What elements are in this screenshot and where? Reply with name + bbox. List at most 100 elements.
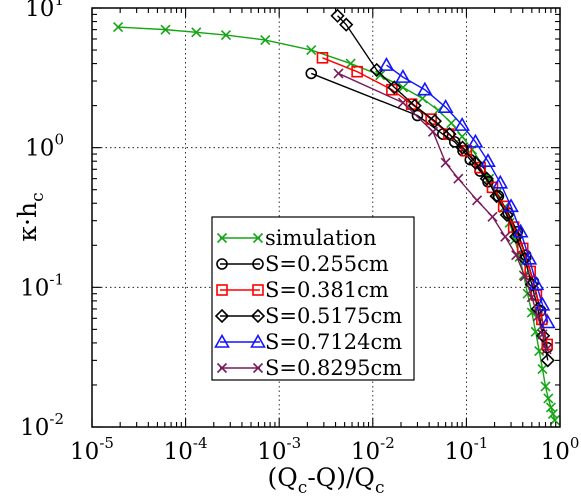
data-point: [535, 328, 551, 343]
legend-item: S=0.5175cm: [214, 304, 402, 328]
data-point: [519, 271, 530, 282]
legend-item: simulation: [216, 226, 377, 250]
data-point: [375, 70, 386, 81]
data-point: [378, 56, 395, 71]
data-point: [511, 250, 522, 261]
data-point: [387, 80, 402, 95]
legend-marker: [252, 284, 264, 296]
x-tick-label: 100: [541, 434, 580, 465]
x-tick-label: 10-1: [444, 434, 488, 465]
legend-item: S=0.8295cm: [216, 356, 402, 380]
data-point: [437, 99, 454, 113]
legend-label: S=0.255cm: [265, 252, 389, 276]
data-point: [467, 133, 484, 148]
legend-marker: [216, 258, 228, 270]
y-axis-title: κ·hc: [13, 192, 48, 241]
data-point: [479, 171, 494, 186]
data-point: [487, 211, 498, 222]
x-axis-title: (Qc-Q)/Qc: [268, 463, 385, 498]
data-point: [521, 250, 538, 265]
data-point: [442, 127, 457, 142]
data-point: [492, 174, 509, 189]
legend-item: S=0.255cm: [216, 252, 389, 276]
legend-marker: [214, 333, 230, 348]
data-point: [397, 82, 409, 93]
data-point: [440, 157, 451, 168]
data-point: [489, 188, 504, 204]
data-point: [411, 109, 424, 122]
legend-label: S=0.7124cm: [265, 330, 402, 354]
legend-marker: [252, 258, 264, 270]
x-tick-label: 10-3: [257, 434, 301, 465]
data-point: [395, 68, 411, 83]
legend-marker: [216, 362, 228, 374]
data-point: [480, 153, 496, 168]
data-point: [547, 408, 558, 420]
data-point: [549, 415, 560, 426]
x-tick-label: 10-2: [351, 434, 395, 465]
legend-label: S=0.381cm: [265, 278, 389, 302]
x-tick-label: 10-4: [164, 434, 208, 465]
x-tick-label: 10-5: [70, 434, 114, 465]
data-point: [526, 292, 537, 303]
data-point: [448, 136, 461, 148]
y-tick-label: 100: [25, 131, 64, 162]
data-point: [455, 140, 470, 155]
legend-marker: [216, 232, 228, 244]
data-point: [333, 68, 344, 79]
data-point: [416, 81, 433, 96]
legend-box: [211, 216, 415, 381]
data-point: [351, 65, 363, 78]
data-point: [397, 97, 409, 108]
data-point: [509, 229, 524, 244]
y-tick-label: 10-2: [20, 410, 64, 441]
plot-frame: [91, 7, 561, 428]
legend-marker: [214, 308, 230, 324]
data-point: [316, 51, 329, 64]
data-point: [541, 344, 552, 355]
data-point: [471, 195, 483, 206]
data-point: [305, 67, 318, 80]
series-line: [338, 72, 548, 350]
data-point: [427, 113, 442, 129]
data-point: [537, 363, 548, 375]
legend-label: simulation: [265, 226, 377, 250]
data-point: [446, 118, 457, 129]
legend-marker: [252, 232, 264, 244]
plot-series: [113, 8, 560, 426]
data-point: [454, 117, 470, 131]
data-point: [543, 393, 554, 404]
data-point: [260, 34, 271, 46]
data-point: [512, 223, 529, 238]
data-point: [339, 17, 354, 32]
legend-item: S=0.7124cm: [214, 330, 402, 354]
data-point: [306, 44, 317, 56]
data-point: [330, 8, 345, 23]
data-point: [191, 27, 202, 38]
legend-label: S=0.5175cm: [265, 304, 402, 328]
series-4: [378, 56, 556, 329]
data-point: [526, 307, 537, 318]
data-point: [503, 198, 519, 213]
data-point: [539, 314, 556, 329]
data-point: [113, 22, 124, 33]
data-point: [427, 126, 439, 137]
data-point: [540, 353, 555, 368]
series-5: [333, 68, 552, 355]
legend-label: S=0.8295cm: [265, 356, 402, 380]
legend-marker: [250, 308, 266, 324]
data-point: [220, 30, 232, 41]
data-point: [453, 173, 464, 184]
legend-item: S=0.381cm: [216, 278, 389, 302]
data-point: [532, 311, 543, 322]
data-point: [537, 329, 548, 340]
data-point: [540, 381, 551, 392]
y-tick-label: 101: [25, 0, 64, 22]
series-3: [330, 8, 555, 368]
y-tick-label: 10-1: [20, 270, 64, 301]
data-point: [534, 296, 551, 311]
axis-ticks: 10-5 10-4 10-3 10-2 10-1 100 10-2 10-1 100 101: [20, 0, 579, 465]
data-point: [545, 402, 556, 413]
legend: simulationS=0.255cmS=0.381cmS=0.5175cmS=…: [211, 216, 415, 381]
